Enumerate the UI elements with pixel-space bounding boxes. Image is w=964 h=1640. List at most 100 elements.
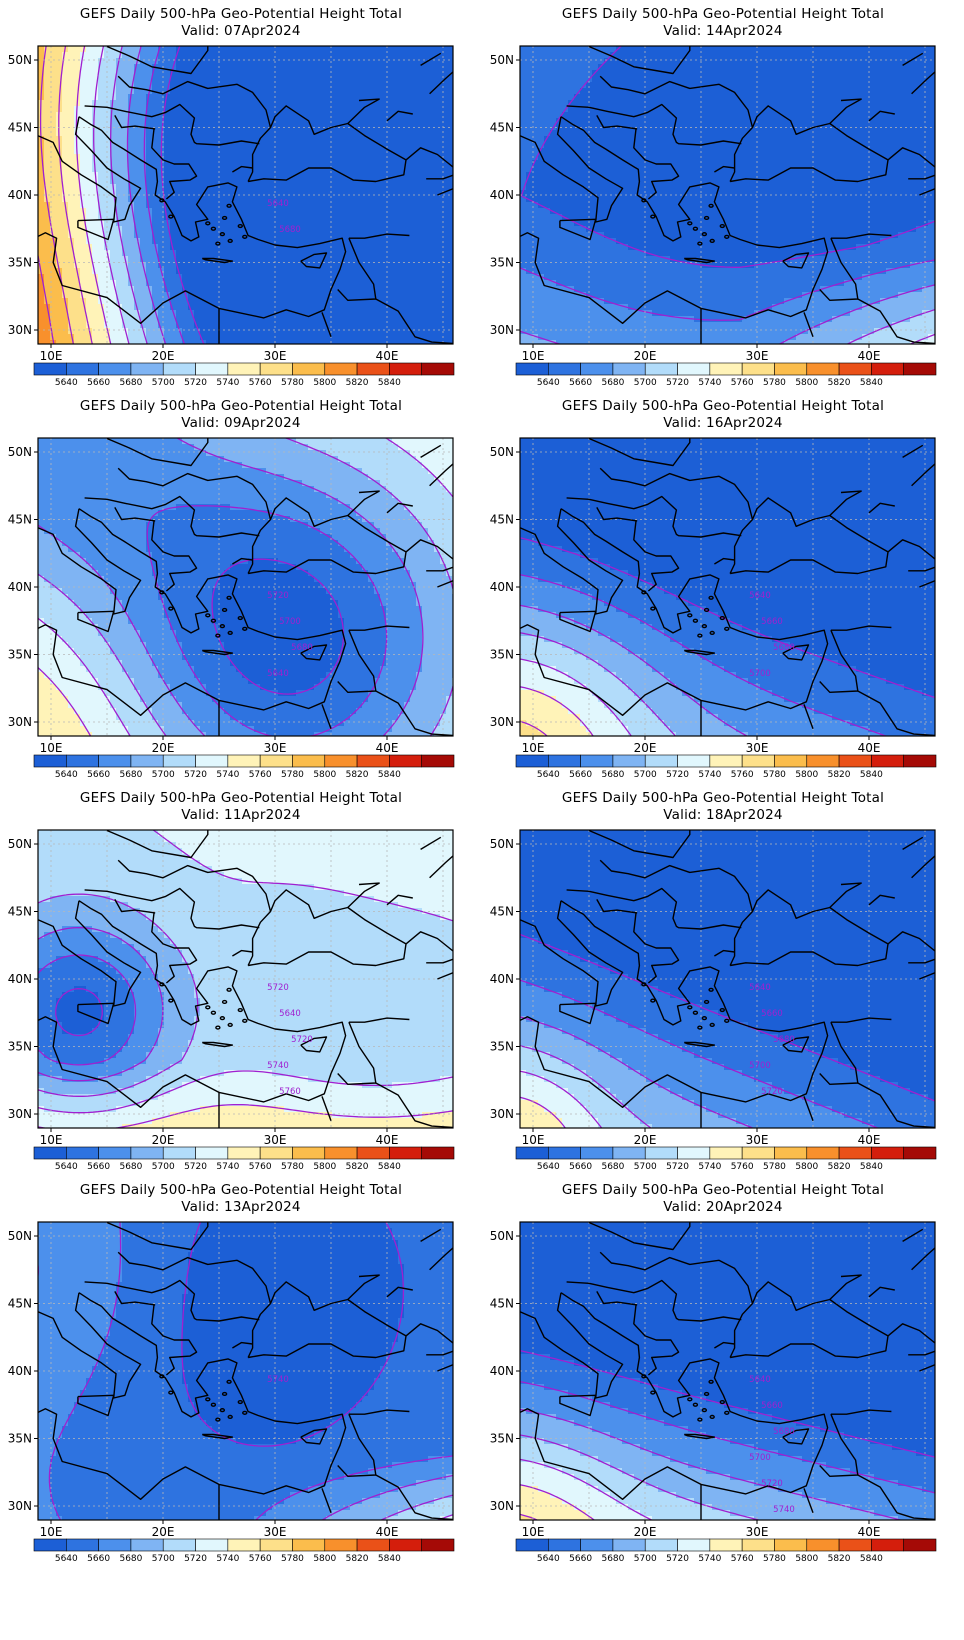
coastlines-borders xyxy=(38,1222,453,1520)
lat-tick-label: 30N xyxy=(8,1107,32,1121)
contour-label: 5660 xyxy=(761,1009,783,1019)
colorbar-label: 5760 xyxy=(249,770,272,780)
colorbar-label: 5780 xyxy=(281,378,304,388)
colorbar-swatch xyxy=(227,362,261,376)
lat-tick-label: 35N xyxy=(490,648,514,662)
contour-lines xyxy=(38,46,205,344)
lon-tick-label: 20E xyxy=(152,741,175,755)
colorbar-label: 5740 xyxy=(698,1162,721,1172)
panel-title: GEFS Daily 500-hPa Geo-Potential Height … xyxy=(482,6,964,23)
lat-tick-label: 40N xyxy=(490,188,514,202)
lon-tick-label: 40E xyxy=(858,1525,881,1539)
colorbar-label: 5640 xyxy=(55,378,78,388)
colorbar-label: 5700 xyxy=(634,770,657,780)
contour-label: 5660 xyxy=(761,617,783,627)
colorbar-swatch xyxy=(709,1538,743,1552)
colorbar-swatch xyxy=(259,362,293,376)
colorbar-swatch xyxy=(162,1146,196,1160)
colorbar-swatch xyxy=(612,1146,646,1160)
colorbar-label: 5840 xyxy=(860,1162,883,1172)
lat-tick-label: 50N xyxy=(8,445,32,459)
contour-lines xyxy=(520,933,935,1128)
graticule xyxy=(38,830,453,1128)
colorbar-label: 5740 xyxy=(216,1162,239,1172)
colorbar-label: 5840 xyxy=(860,378,883,388)
contour-label: 5720 xyxy=(761,1479,783,1489)
colorbar-swatch xyxy=(292,1538,326,1552)
lon-tick-label: 30E xyxy=(746,1133,769,1147)
colorbar-swatch xyxy=(33,1538,67,1552)
height-map: 5640 5660 5680 5700 50N 45N 40N 35N 30N 10E 20E 30E… xyxy=(490,437,937,780)
panel-title: GEFS Daily 500-hPa Geo-Potential Height … xyxy=(0,1182,482,1199)
lon-tick-label: 10E xyxy=(40,1525,63,1539)
colorbar-swatch xyxy=(871,1538,904,1552)
colorbar-label: 5840 xyxy=(860,1554,883,1564)
colorbar-swatch xyxy=(66,1146,99,1160)
panel-valid-date: Valid: 18Apr2024 xyxy=(482,807,964,824)
lat-tick-label: 45N xyxy=(490,513,514,527)
lon-tick-label: 10E xyxy=(40,349,63,363)
colorbar-label: 5800 xyxy=(313,1162,336,1172)
colorbar-swatch xyxy=(162,1538,196,1552)
contour-label: 5640 xyxy=(267,199,289,209)
colorbar: 5640 5660 5680 5700 5720 5740 5760 5780 5800 5820… xyxy=(515,362,937,388)
lat-tick-label: 45N xyxy=(8,1297,32,1311)
colorbar-swatch xyxy=(677,362,711,376)
lon-tick-label: 30E xyxy=(264,1133,287,1147)
filled-contours xyxy=(38,830,453,1128)
colorbar-label: 5720 xyxy=(184,770,207,780)
lat-tick-label: 50N xyxy=(8,837,32,851)
colorbar-swatch xyxy=(709,1146,743,1160)
lat-tick-label: 45N xyxy=(8,905,32,919)
colorbar-label: 5660 xyxy=(569,378,592,388)
colorbar-label: 5640 xyxy=(55,770,78,780)
colorbar-label: 5800 xyxy=(795,378,818,388)
colorbar-label: 5700 xyxy=(634,378,657,388)
colorbar-label: 5780 xyxy=(763,1554,786,1564)
lat-tick-label: 35N xyxy=(8,256,32,270)
colorbar-swatch xyxy=(162,754,196,768)
contour-label: 5700 xyxy=(279,617,301,627)
panel-valid-date: Valid: 20Apr2024 xyxy=(482,1199,964,1216)
lon-tick-label: 20E xyxy=(634,1133,657,1147)
colorbar-swatch xyxy=(903,362,937,376)
colorbar-swatch xyxy=(838,362,872,376)
lat-tick-label: 50N xyxy=(8,53,32,67)
colorbar-swatch xyxy=(324,1538,358,1552)
colorbar-swatch xyxy=(838,1146,872,1160)
panel-title: GEFS Daily 500-hPa Geo-Potential Height … xyxy=(482,790,964,807)
colorbar-swatch xyxy=(838,1538,872,1552)
map-panel: GEFS Daily 500-hPa Geo-Potential Height … xyxy=(482,392,964,802)
contour-label: 5640 xyxy=(749,983,771,993)
colorbar-swatch xyxy=(421,754,455,768)
contour-label: 5640 xyxy=(749,1375,771,1385)
contour-label: 5720 xyxy=(267,591,289,601)
colorbar-swatch xyxy=(806,1146,840,1160)
colorbar-swatch xyxy=(130,754,164,768)
filled-contours xyxy=(38,438,453,736)
height-map: 5720 5640 5720 5740 5760 50N 45N 40N 35N 30N 10E 20… xyxy=(8,829,455,1172)
colorbar-label: 5840 xyxy=(860,770,883,780)
lat-tick-label: 30N xyxy=(8,715,32,729)
colorbar-label: 5780 xyxy=(763,1162,786,1172)
panel-title: GEFS Daily 500-hPa Geo-Potential Height … xyxy=(0,398,482,415)
map-panel: GEFS Daily 500-hPa Geo-Potential Height … xyxy=(482,784,964,1194)
lat-tick-label: 45N xyxy=(8,121,32,135)
map-panel: GEFS Daily 500-hPa Geo-Potential Height … xyxy=(482,1176,964,1586)
colorbar-swatch xyxy=(774,754,808,768)
colorbar-swatch xyxy=(259,1538,293,1552)
lat-tick-label: 50N xyxy=(8,1229,32,1243)
colorbar-label: 5820 xyxy=(828,1554,851,1564)
colorbar-swatch xyxy=(838,754,872,768)
lat-tick-label: 35N xyxy=(490,1040,514,1054)
panel-valid-date: Valid: 11Apr2024 xyxy=(0,807,482,824)
graticule xyxy=(38,46,453,344)
lat-tick-label: 30N xyxy=(8,323,32,337)
colorbar-label: 5680 xyxy=(119,378,142,388)
panel-valid-date: Valid: 13Apr2024 xyxy=(0,1199,482,1216)
colorbar-swatch xyxy=(644,1538,678,1552)
lat-tick-label: 40N xyxy=(490,972,514,986)
colorbar-label: 5700 xyxy=(152,1162,175,1172)
colorbar-label: 5800 xyxy=(795,770,818,780)
